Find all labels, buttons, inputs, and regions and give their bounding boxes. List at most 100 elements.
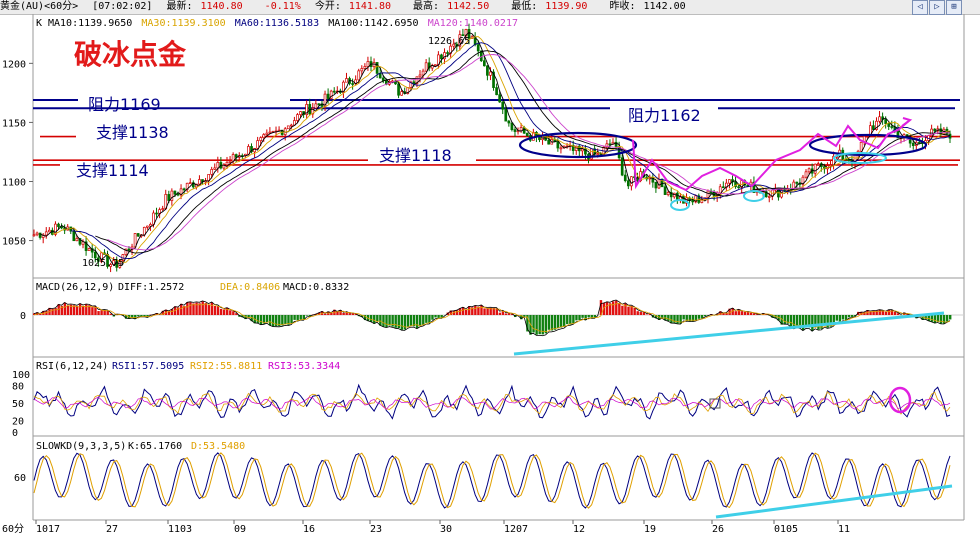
macd-bar: [94, 306, 97, 315]
macd-bar: [538, 315, 541, 335]
macd-bar: [124, 315, 128, 319]
macd-bar: [734, 311, 737, 315]
candle-body: [262, 134, 266, 139]
x-tick: 30: [440, 524, 452, 535]
candle-body: [440, 54, 443, 60]
macd-bar: [213, 305, 217, 315]
macd-bar: [468, 306, 471, 315]
candle-body: [213, 167, 217, 170]
macd-bar: [654, 315, 658, 319]
macd-bar: [872, 310, 875, 315]
candle-body: [728, 179, 731, 184]
candle-body: [152, 212, 155, 225]
candle-body: [409, 81, 413, 88]
macd-bar: [345, 311, 348, 315]
macd-bar: [354, 313, 358, 315]
macd-bar: [216, 305, 220, 315]
ma30-line: [52, 36, 951, 263]
macd-bar: [54, 308, 57, 315]
candle-body: [170, 190, 174, 201]
macd-bar: [33, 313, 36, 315]
macd-bar: [458, 308, 462, 315]
watermark-title: 破冰点金: [74, 38, 187, 71]
macd-bar: [860, 311, 863, 315]
rsi-tick: 80: [12, 382, 24, 393]
macd-bar: [648, 313, 652, 315]
macd-bar: [409, 315, 413, 326]
candle-body: [513, 129, 517, 132]
macd-bar: [605, 302, 609, 315]
low-price-label: 1025.75: [82, 258, 124, 269]
candle-body: [375, 62, 379, 74]
macd-bar: [630, 305, 633, 315]
macd-bar: [440, 315, 443, 319]
scroll-right-button[interactable]: ▷: [929, 0, 945, 15]
candle-body: [296, 114, 299, 121]
wave-arrowhead: [901, 117, 913, 127]
macd-bar: [247, 315, 250, 318]
macd-bar: [722, 313, 725, 315]
candle-body: [366, 61, 370, 67]
macd-bar: [271, 315, 275, 327]
high-price: 最高: 1142.50: [413, 1, 490, 12]
macd-bar: [562, 315, 566, 327]
ma60-line: [70, 42, 951, 259]
macd-bar: [290, 315, 293, 324]
macd-bar: [526, 315, 529, 332]
prev-close-price: 昨收: 1142.00: [609, 1, 686, 12]
macd-bar: [66, 305, 70, 315]
candle-body: [47, 229, 51, 233]
x-tick: 16: [303, 524, 315, 535]
macd-bar: [176, 307, 180, 315]
support-1138-label: 支撑1138: [96, 123, 169, 142]
macd-bar: [765, 314, 768, 315]
macd-bar: [299, 315, 302, 320]
macd-bar: [566, 315, 569, 325]
macd-bar: [731, 307, 734, 315]
macd-bar: [682, 315, 685, 320]
candle-body: [173, 190, 177, 195]
candle-body: [326, 93, 330, 99]
instrument-name[interactable]: 黄金(AU)<60分>: [0, 1, 79, 12]
candle-body: [136, 233, 140, 237]
candle-body: [525, 132, 529, 136]
macd-bar: [498, 312, 502, 315]
macd-bar: [140, 315, 143, 317]
macd-bar: [324, 313, 327, 315]
macd-bar: [559, 315, 563, 328]
macd-bar: [945, 315, 949, 322]
kd-trendline: [715, 484, 953, 519]
candle-body: [75, 238, 79, 242]
candle-body: [38, 232, 42, 238]
candle-body: [93, 251, 97, 259]
macd-bar: [232, 311, 235, 315]
kd-tick-60: 60: [14, 473, 26, 484]
macd-bar: [229, 310, 232, 315]
macd-bar: [771, 315, 774, 318]
macd-bar: [875, 310, 878, 315]
macd-bar: [752, 313, 756, 315]
x-tick: 19: [644, 524, 656, 535]
scroll-left-button[interactable]: ◁: [912, 0, 928, 15]
macd-bar: [857, 311, 860, 315]
candle-body: [289, 124, 293, 127]
kd-d-label: D:53.5480: [191, 441, 245, 452]
candle-body: [504, 108, 508, 122]
macd-bar: [348, 313, 351, 315]
candle-body: [911, 142, 915, 146]
candle-body: [207, 174, 210, 181]
bottom-circle-2: [743, 190, 765, 202]
macd-bar: [400, 315, 404, 330]
macd-bar: [801, 315, 805, 331]
macd-bar: [820, 315, 823, 329]
macd-bar: [495, 308, 498, 315]
macd-bar: [661, 315, 664, 318]
macd-bar: [461, 307, 465, 315]
macd-bar: [394, 315, 397, 328]
zoom-button[interactable]: ⊞: [946, 0, 962, 15]
x-tick: 12: [573, 524, 585, 535]
candle-body: [142, 226, 146, 236]
macd-dea-label: DEA:0.8406: [220, 282, 280, 293]
macd-bar: [415, 315, 419, 329]
macd-bar: [805, 315, 808, 327]
